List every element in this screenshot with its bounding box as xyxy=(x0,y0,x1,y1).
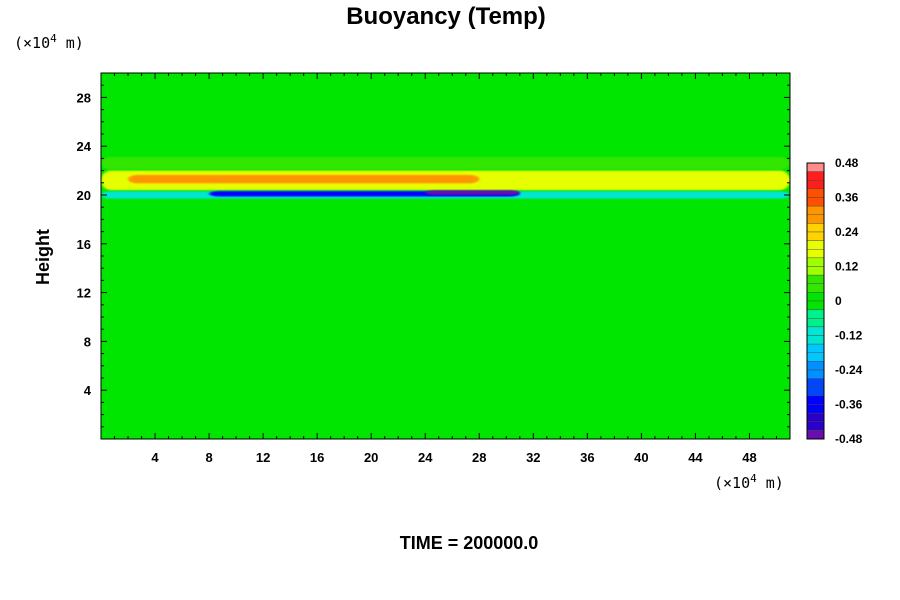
heatmap-background xyxy=(101,73,790,439)
x-tick-label: 12 xyxy=(256,450,270,465)
x-tick-label: 20 xyxy=(364,450,378,465)
y-unit-base: (×10 xyxy=(14,34,50,52)
heatmap-features xyxy=(101,157,790,199)
colorbar-bin xyxy=(806,292,825,302)
colorbar-bin xyxy=(806,231,825,241)
x-tick-label: 4 xyxy=(151,450,159,465)
colorbar-frame xyxy=(806,162,825,440)
y-unit-exponent: 4 xyxy=(50,32,57,45)
colorbar-label: 0 xyxy=(835,294,842,308)
colorbar-label: -0.48 xyxy=(835,432,863,446)
colorbar-bin xyxy=(806,188,825,198)
y-axis-title: Height xyxy=(33,229,53,285)
x-unit-exponent: 4 xyxy=(750,472,757,485)
colorbar-bin xyxy=(806,257,825,267)
colorbar-bin xyxy=(806,162,825,172)
x-tick-label: 48 xyxy=(742,450,756,465)
x-tick-label: 32 xyxy=(526,450,540,465)
y-tick-label: 12 xyxy=(77,286,91,301)
colorbar-bin xyxy=(806,283,825,293)
chart-title: Buoyancy (Temp) xyxy=(346,3,546,30)
colorbar-label: 0.48 xyxy=(835,156,859,170)
colorbar-label: -0.12 xyxy=(835,329,863,343)
x-tick-label: 24 xyxy=(418,450,433,465)
colorbar-bin xyxy=(806,369,825,379)
colorbar-bin xyxy=(806,274,825,284)
x-tick-label: 28 xyxy=(472,450,486,465)
colorbar-bin xyxy=(806,404,825,414)
colorbar-bin xyxy=(806,326,825,336)
colorbar-bin xyxy=(806,361,825,371)
heatmap-upper-band xyxy=(101,157,790,170)
colorbar-bin xyxy=(806,223,825,233)
heatmap-warm-core xyxy=(128,174,480,184)
x-tick-label: 44 xyxy=(688,450,703,465)
y-unit-label: (×104 m) xyxy=(14,32,84,52)
y-unit-tail: m) xyxy=(57,34,84,52)
x-unit-tail: m) xyxy=(757,474,784,492)
heatmap-field xyxy=(101,73,790,439)
y-tick-label: 24 xyxy=(77,139,92,154)
colorbar-bin xyxy=(806,430,825,440)
colorbar-bin xyxy=(806,240,825,250)
colorbar-bin xyxy=(806,378,825,388)
y-tick-label: 4 xyxy=(84,383,92,398)
colorbar-label: -0.24 xyxy=(835,363,863,377)
colorbar-bin xyxy=(806,205,825,215)
colorbar-bin xyxy=(806,352,825,362)
colorbar-label: 0.24 xyxy=(835,225,859,239)
y-tick-label: 8 xyxy=(84,334,91,349)
y-tick-label: 20 xyxy=(77,188,91,203)
colorbar-bin xyxy=(806,266,825,276)
colorbar-bin xyxy=(806,180,825,190)
colorbar-bin xyxy=(806,395,825,405)
x-tick-label: 8 xyxy=(205,450,212,465)
colorbar-bin xyxy=(806,318,825,328)
colorbar-bin xyxy=(806,421,825,431)
x-unit-label: (×104 m) xyxy=(714,472,784,492)
colorbar-label: 0.36 xyxy=(835,191,859,205)
x-tick-label: 36 xyxy=(580,450,594,465)
colorbar-bin xyxy=(806,387,825,397)
heatmap-warm-east xyxy=(587,175,790,186)
time-label: TIME = 200000.0 xyxy=(400,533,539,553)
colorbar-bin xyxy=(806,412,825,422)
colorbar-bin xyxy=(806,335,825,345)
y-tick-label: 16 xyxy=(77,237,91,252)
colorbar: 0.48 0.36 0.24 0.12 0 -0.12 -0.24 -0.36 -0.48 xyxy=(806,156,863,446)
colorbar-bin xyxy=(806,300,825,310)
y-axis-ticks: 4 8 12 16 20 24 28 xyxy=(77,84,790,428)
colorbar-bin xyxy=(806,309,825,319)
x-unit-base: (×10 xyxy=(714,474,750,492)
colorbar-bin xyxy=(806,343,825,353)
colorbar-bin xyxy=(806,214,825,224)
colorbar-bin xyxy=(806,197,825,207)
colorbar-bin xyxy=(806,171,825,181)
colorbar-label: 0.12 xyxy=(835,260,859,274)
colorbar-label: -0.36 xyxy=(835,398,863,412)
y-tick-label: 28 xyxy=(77,90,91,105)
x-tick-label: 16 xyxy=(310,450,324,465)
x-tick-label: 40 xyxy=(634,450,648,465)
x-axis-ticks: 4 8 12 16 20 24 28 32 36 40 44 48 xyxy=(114,73,777,465)
colorbar-bin xyxy=(806,249,825,259)
heatmap-cold-deep xyxy=(425,190,520,195)
